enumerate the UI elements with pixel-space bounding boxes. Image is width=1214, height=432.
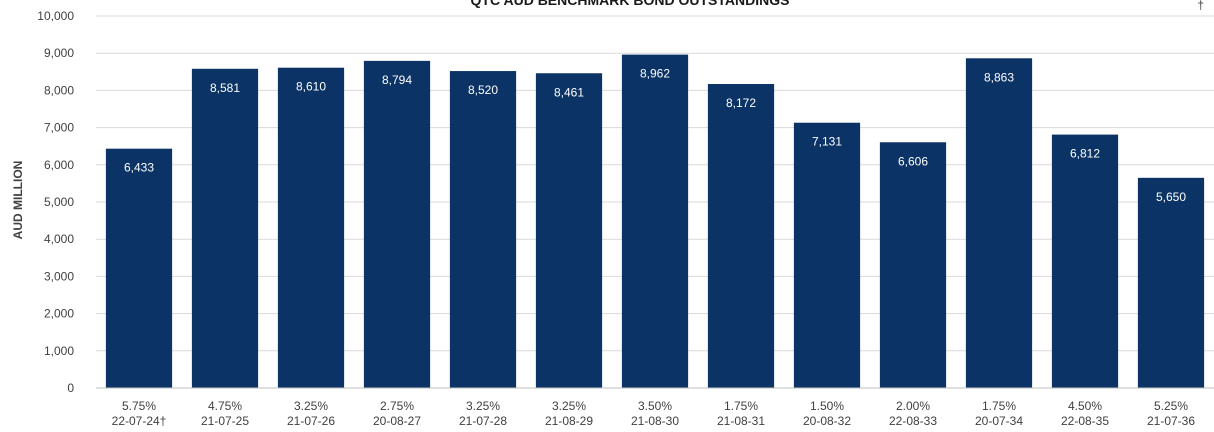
bar	[535, 73, 603, 389]
x-tick-maturity: 21-07-36	[1147, 414, 1195, 428]
bar	[449, 71, 517, 388]
bar-value-label: 6,812	[1070, 147, 1100, 161]
x-tick-coupon: 5.25%	[1154, 399, 1188, 413]
bars: 6,433 8,581 8,610 8,794 8,520 8,461 8,962 8,172…	[105, 54, 1205, 389]
bar-value-label: 5,650	[1156, 190, 1186, 204]
x-tick-coupon: 1.50%	[810, 399, 844, 413]
x-tick-maturity: 21-08-30	[631, 414, 679, 428]
x-tick-maturity: 20-07-34	[975, 414, 1023, 428]
y-axis-ticks: 0 1,000 2,000 3,000 4,000 5,000 6,000 7,000 8,00…	[37, 9, 74, 395]
bar	[793, 122, 861, 388]
bar	[105, 148, 173, 388]
x-tick-coupon: 1.75%	[724, 399, 758, 413]
x-tick-coupon: 3.25%	[294, 399, 328, 413]
x-tick-coupon: 1.75%	[982, 399, 1016, 413]
y-tick-label: 5,000	[44, 195, 74, 209]
bar-value-label: 8,794	[382, 73, 412, 87]
x-tick-maturity: 21-08-29	[545, 414, 593, 428]
y-tick-label: 2,000	[44, 307, 74, 321]
x-tick-maturity: 21-07-26	[287, 414, 335, 428]
bar-value-label: 8,610	[296, 80, 326, 94]
bar-value-label: 8,172	[726, 96, 756, 110]
x-tick-coupon: 2.75%	[380, 399, 414, 413]
x-tick-maturity: 20-08-32	[803, 414, 851, 428]
y-tick-label: 1,000	[44, 344, 74, 358]
bar	[621, 54, 689, 389]
x-tick-coupon: 3.25%	[466, 399, 500, 413]
bar	[1137, 177, 1205, 388]
x-tick-maturity: 21-08-31	[717, 414, 765, 428]
x-tick-maturity: 20-08-27	[373, 414, 421, 428]
chart-title: QTC AUD BENCHMARK BOND OUTSTANDINGS	[471, 0, 790, 8]
x-tick-coupon: 4.75%	[208, 399, 242, 413]
y-axis-label: AUD MILLION	[11, 161, 25, 240]
corner-mark: †	[1197, 0, 1204, 12]
x-tick-coupon: 3.25%	[552, 399, 586, 413]
bar-value-label: 8,461	[554, 85, 584, 99]
x-tick-coupon: 3.50%	[638, 399, 672, 413]
bar	[191, 68, 259, 388]
x-tick-maturity: 22-08-33	[889, 414, 937, 428]
y-tick-label: 8,000	[44, 83, 74, 97]
bar	[707, 84, 775, 389]
bar-value-label: 7,131	[812, 135, 842, 149]
bar	[965, 58, 1033, 389]
x-tick-maturity: 21-07-28	[459, 414, 507, 428]
x-tick-coupon: 4.50%	[1068, 399, 1102, 413]
y-tick-label: 10,000	[37, 9, 74, 23]
bar-value-label: 8,962	[640, 67, 670, 81]
bar-value-label: 8,581	[210, 81, 240, 95]
bar	[363, 60, 431, 389]
x-tick-coupon: 5.75%	[122, 399, 156, 413]
bar-value-label: 8,863	[984, 70, 1014, 84]
y-tick-label: 0	[67, 381, 74, 395]
bar-value-label: 6,433	[124, 161, 154, 175]
bar-value-label: 6,606	[898, 154, 928, 168]
x-axis-labels: 5.75%22-07-24†4.75%21-07-253.25%21-07-26…	[112, 399, 1196, 428]
x-tick-coupon: 2.00%	[896, 399, 930, 413]
bar	[1051, 134, 1119, 388]
x-tick-maturity: 21-07-25	[201, 414, 249, 428]
bar	[277, 67, 345, 388]
x-tick-maturity: 22-08-35	[1061, 414, 1109, 428]
bar-value-label: 8,520	[468, 83, 498, 97]
bar	[879, 142, 947, 388]
y-tick-label: 9,000	[44, 46, 74, 60]
y-tick-label: 3,000	[44, 269, 74, 283]
x-tick-maturity: 22-07-24†	[112, 414, 167, 428]
y-tick-label: 4,000	[44, 232, 74, 246]
y-tick-label: 6,000	[44, 158, 74, 172]
y-tick-label: 7,000	[44, 121, 74, 135]
